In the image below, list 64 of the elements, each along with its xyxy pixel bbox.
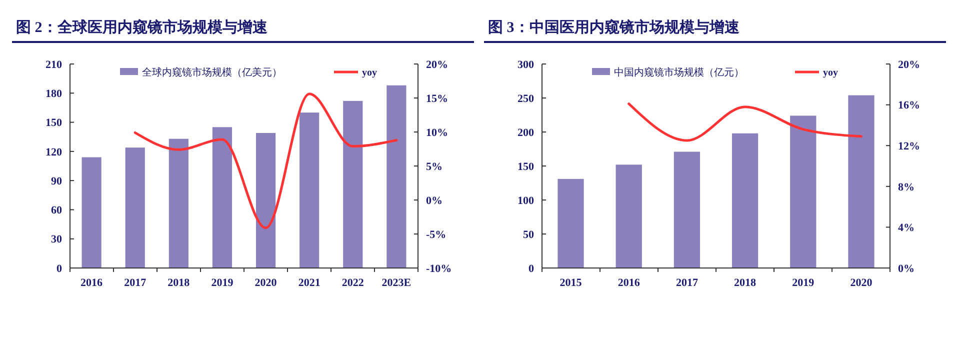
bar [790, 116, 816, 268]
y2-tick-label: 16% [898, 100, 920, 112]
y-tick-label: 180 [46, 88, 62, 100]
bar [256, 132, 276, 268]
line-series [134, 92, 398, 230]
y-tick-label: 300 [517, 58, 534, 71]
y2-tick-label: 0% [426, 194, 442, 207]
y-tick-label: 250 [517, 92, 534, 105]
bar [673, 152, 700, 268]
line-series [627, 102, 862, 142]
bar [300, 112, 320, 268]
bar [343, 100, 363, 268]
x-tick-label: 2023E [382, 277, 412, 289]
y2-tick-label: 12% [898, 140, 920, 152]
y-tick-label: 200 [517, 126, 534, 139]
y2-tick-label: 20% [898, 58, 920, 71]
y-tick-label: 60 [51, 204, 62, 217]
legend-label: yoy [822, 68, 838, 78]
x-tick-label: 2020 [850, 277, 872, 289]
y-tick-label: 150 [517, 160, 534, 173]
bar [731, 133, 758, 268]
y-tick-label: 210 [46, 58, 62, 71]
legend-label: yoy [362, 68, 377, 78]
legend-label: 全球内窥镜市场规模（亿美元） [142, 66, 282, 78]
bar [212, 127, 232, 268]
bar [557, 178, 584, 268]
bar [848, 95, 874, 268]
x-tick-label: 2022 [342, 277, 364, 289]
y2-tick-label: -5% [426, 228, 446, 241]
y2-tick-label: 4% [898, 222, 914, 234]
x-tick-label: 2020 [254, 277, 278, 289]
y-tick-label: 100 [517, 194, 534, 207]
y-tick-label: 30 [51, 234, 62, 246]
x-tick-label: 2015 [559, 277, 582, 289]
y2-tick-label: 8% [898, 181, 914, 194]
x-tick-label: 2019 [792, 277, 814, 289]
bar [125, 148, 145, 268]
x-tick-label: 2018 [734, 277, 756, 289]
x-tick-label: 2016 [80, 277, 104, 289]
y2-tick-label: 5% [426, 160, 442, 173]
y-tick-label: 150 [46, 117, 62, 130]
y2-tick-label: 15% [426, 92, 448, 105]
y-tick-label: 0 [56, 262, 62, 275]
x-tick-label: 2021 [298, 277, 320, 289]
y2-tick-label: -10% [426, 262, 452, 275]
x-tick-label: 2016 [617, 277, 640, 289]
x-tick-label: 2018 [168, 277, 190, 289]
bar [168, 138, 188, 268]
y2-tick-label: 10% [426, 126, 448, 139]
y-tick-label: 90 [51, 175, 62, 188]
x-tick-label: 2017 [124, 277, 147, 289]
bar [82, 157, 102, 268]
chart-title: 图 3：中国医用内窥镜市场规模与增速 [488, 18, 740, 36]
y-tick-label: 120 [46, 146, 62, 158]
y2-tick-label: 20% [426, 58, 448, 71]
y2-tick-label: 0% [898, 262, 914, 275]
x-tick-label: 2017 [675, 277, 698, 289]
x-tick-label: 2019 [211, 277, 234, 289]
y-tick-label: 50 [522, 228, 534, 241]
y-tick-label: 0 [528, 262, 534, 275]
bar [386, 85, 406, 268]
chart-title: 图 2：全球医用内窥镜市场规模与增速 [16, 18, 268, 36]
bar [615, 164, 642, 268]
legend-label: 中国内窥镜市场规模（亿元） [614, 66, 744, 78]
